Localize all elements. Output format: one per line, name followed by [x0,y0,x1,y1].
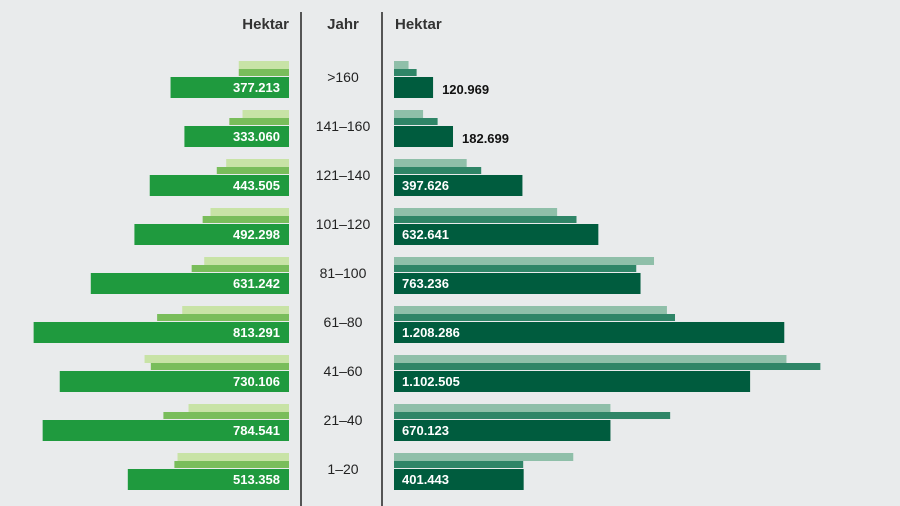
right-bar-mid [394,167,482,174]
left-bar-mid [202,216,289,223]
age-class-label: 61–80 [324,314,363,330]
left-value-label: 492.298 [233,227,280,242]
right-bar-mid [394,118,438,125]
right-bar-main [394,322,785,343]
right-bar-mid [394,412,671,419]
right-bar-mid [394,363,821,370]
right-value-label: 670.123 [402,423,449,438]
right-value-label: 397.626 [402,178,449,193]
right-value-label: 182.699 [462,131,509,146]
right-bar-light [394,110,424,118]
age-class-label: 101–120 [316,216,371,232]
right-bar-main [394,273,641,294]
left-bar-main [59,371,289,392]
left-bar-mid [216,167,289,174]
left-bar-main [170,77,289,98]
left-bar-light [144,355,289,363]
left-bar-main [184,126,289,147]
left-value-label: 730.106 [233,374,280,389]
right-bar-light [394,61,409,69]
left-bar-main [134,224,289,245]
age-class-label: 41–60 [324,363,363,379]
right-value-label: 1.102.505 [402,374,460,389]
right-value-label: 401.443 [402,472,449,487]
left-bar-mid [157,314,289,321]
right-value-label: 120.969 [442,82,489,97]
center-axis-label: Jahr [327,16,359,33]
left-bar-main [127,469,289,490]
age-class-label: 121–140 [316,167,371,183]
left-bar-light [226,159,289,167]
left-bar-mid [150,363,289,370]
left-bar-mid [191,265,289,272]
right-value-label: 632.641 [402,227,449,242]
left-bar-mid [238,69,289,76]
right-bar-light [394,159,467,167]
left-value-label: 784.541 [233,423,280,438]
right-bar-main [394,175,523,196]
left-bar-main [42,420,289,441]
right-bar-mid [394,461,524,468]
left-bar-light [242,110,289,118]
right-bar-light [394,355,787,363]
left-bar-light [182,306,289,314]
left-bar-light [188,404,289,412]
right-bar-main [394,469,524,490]
left-axis-label: Hektar [242,16,289,33]
left-bar-main [149,175,289,196]
left-bar-light [238,61,289,69]
right-bar-mid [394,216,577,223]
right-bar-light [394,306,667,314]
right-bar-main [394,77,434,98]
right-bar-main [394,420,611,441]
left-bar-mid [174,461,289,468]
right-bar-main [394,371,751,392]
left-value-label: 443.505 [233,178,280,193]
age-class-label: >160 [327,69,359,85]
right-bar-mid [394,314,676,321]
right-bar-light [394,404,611,412]
left-value-label: 377.213 [233,80,280,95]
age-class-label: 81–100 [320,265,367,281]
right-axis-label: Hektar [395,16,442,33]
left-value-label: 631.242 [233,276,280,291]
left-value-label: 333.060 [233,129,280,144]
age-class-label: 1–20 [327,461,358,477]
left-bar-mid [229,118,289,125]
left-bar-light [177,453,289,461]
left-bar-main [33,322,290,343]
left-bar-light [204,257,289,265]
left-value-label: 513.358 [233,472,280,487]
right-bar-main [394,126,454,147]
right-value-label: 1.208.286 [402,325,460,340]
left-bar-mid [163,412,289,419]
right-value-label: 763.236 [402,276,449,291]
right-bar-mid [394,265,637,272]
left-value-label: 813.291 [233,325,280,340]
right-bar-light [394,208,558,216]
right-bar-mid [394,69,417,76]
right-bar-light [394,453,574,461]
right-bar-light [394,257,655,265]
age-class-label: 141–160 [316,118,371,134]
age-class-label: 21–40 [324,412,363,428]
left-bar-light [210,208,289,216]
right-bar-main [394,224,599,245]
left-bar-main [90,273,289,294]
